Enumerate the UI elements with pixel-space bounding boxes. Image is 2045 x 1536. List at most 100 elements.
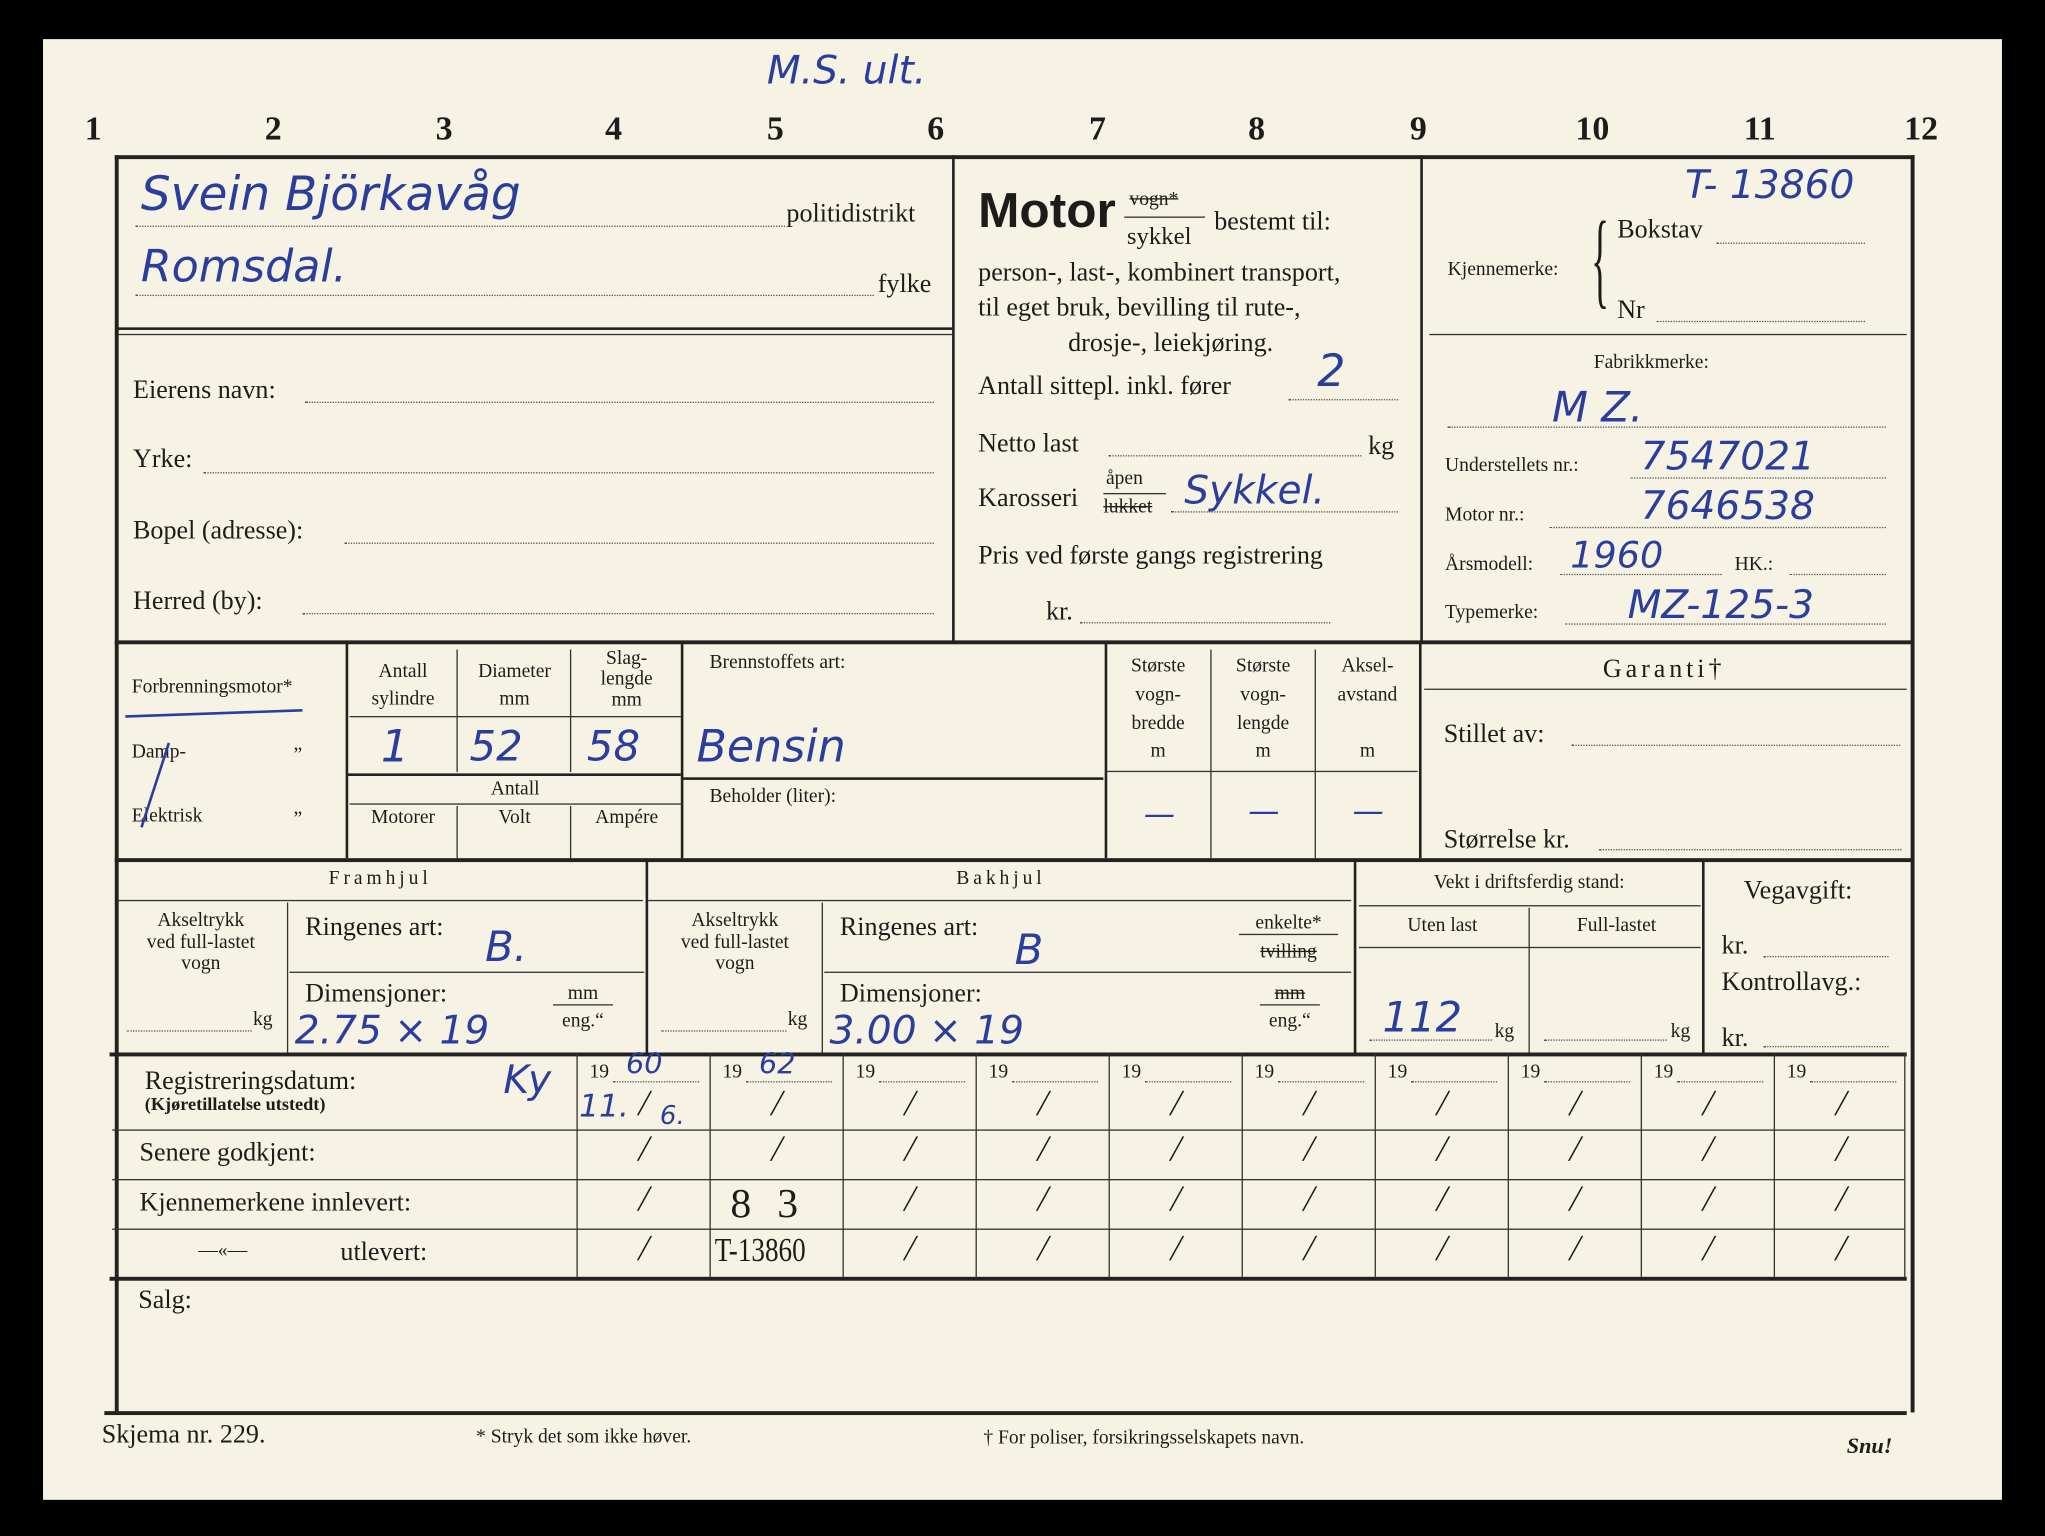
municipality-field[interactable]: [302, 612, 934, 615]
year-field[interactable]: [612, 1081, 700, 1083]
divider: [569, 805, 572, 859]
max-length-value: —: [1248, 792, 1280, 830]
front-dim-label: Dimensjoner:: [305, 979, 448, 1009]
year-label: Årsmodell:: [1445, 554, 1534, 576]
county-line: [135, 294, 874, 297]
column-number: 10: [1575, 109, 1610, 148]
ampere-label: Ampére: [595, 807, 659, 829]
guarantor-field[interactable]: [1571, 744, 1901, 747]
column-number: 9: [1409, 109, 1427, 148]
column-divider: [1507, 1053, 1509, 1277]
divider: [109, 1052, 1907, 1057]
rear-mm-struck: mm: [1259, 984, 1320, 1006]
divider: [680, 641, 684, 859]
sykkel-label: sykkel: [1126, 223, 1192, 251]
address-label: Bopel (adresse):: [133, 516, 304, 546]
divider: [112, 1129, 1905, 1131]
divider: [112, 1228, 1905, 1230]
issued-plate-value: T-13860: [714, 1231, 806, 1269]
plates-returned-label: Kjennemerkene innlevert:: [139, 1188, 412, 1217]
road-tax-field[interactable]: [1763, 955, 1889, 958]
full-kg: kg: [1670, 1021, 1691, 1043]
engine-no-value: 7646538: [1640, 483, 1815, 530]
control-fee-field[interactable]: [1763, 1045, 1889, 1048]
divider: [345, 641, 349, 859]
cylinders-header-line: Antall: [378, 661, 428, 683]
guarantor-label: Stillet av:: [1443, 719, 1545, 749]
divider: [952, 155, 955, 642]
divider: [456, 649, 458, 773]
column-number: 6: [927, 109, 945, 148]
year-field[interactable]: [1544, 1081, 1631, 1083]
price-field[interactable]: [1079, 622, 1331, 624]
header-line: vogn-: [1240, 684, 1286, 706]
hp-field[interactable]: [1789, 573, 1886, 576]
year-field[interactable]: [1810, 1081, 1897, 1083]
header-line: Akseltrykk: [691, 910, 779, 932]
frame-top: [114, 155, 1915, 160]
ditto-mark: —«—: [198, 1240, 248, 1262]
empty-weight-field[interactable]: [1369, 1039, 1493, 1041]
year-field[interactable]: [1559, 573, 1722, 576]
front-axle-load-field[interactable]: [126, 1030, 252, 1032]
sale-label: Salg:: [138, 1285, 192, 1315]
volt-label: Volt: [498, 807, 531, 829]
seats-label: Antall sittepl. inkl. fører: [978, 371, 1231, 401]
header-line: Akseltrykk: [157, 910, 245, 932]
year-field[interactable]: [746, 1081, 833, 1083]
column-divider: [1640, 1053, 1642, 1277]
header-line: avstand: [1337, 684, 1398, 706]
year-field[interactable]: [1012, 1081, 1099, 1083]
bokstav-field[interactable]: [1716, 242, 1866, 244]
nr-field[interactable]: [1656, 320, 1866, 323]
chassis-field[interactable]: [1630, 477, 1886, 479]
divider: [645, 860, 649, 1054]
year-field[interactable]: [1278, 1081, 1365, 1083]
fraction-line: [1103, 492, 1166, 495]
header-line: bredde: [1131, 712, 1185, 734]
column-number: 2: [264, 109, 282, 148]
address-field[interactable]: [344, 542, 934, 544]
divider: [569, 649, 572, 773]
year-field[interactable]: [1677, 1081, 1764, 1083]
fraction-line: [1124, 216, 1206, 218]
engine-no-field[interactable]: [1549, 526, 1886, 529]
rear-dim-label: Dimensjoner:: [839, 979, 982, 1009]
district-value: Svein Björkavåg: [140, 168, 521, 222]
seats-field[interactable]: [1288, 399, 1399, 401]
header-line: ved full-lastet: [680, 931, 789, 953]
municipality-label: Herred (by):: [133, 586, 263, 616]
type-field[interactable]: [1565, 623, 1886, 625]
divider: [289, 971, 645, 973]
occupation-field[interactable]: [203, 472, 934, 474]
divider: [1358, 946, 1701, 949]
county-value: Romsdal.: [140, 241, 347, 294]
stroke-value: 58: [586, 721, 640, 771]
empty-kg: kg: [1494, 1021, 1515, 1043]
max-width-header: Største vogn-bredde m: [1106, 653, 1210, 766]
guarantee-size-field[interactable]: [1598, 849, 1902, 851]
month-value: 6.: [659, 1099, 685, 1131]
front-rings-value: B.: [485, 922, 528, 972]
body-field[interactable]: [1171, 511, 1399, 513]
control-fee-kr: kr.: [1721, 1023, 1749, 1053]
make-field[interactable]: [1447, 426, 1886, 428]
plates-issued-label: utlevert:: [340, 1237, 428, 1267]
frame-bottom: [104, 1411, 1907, 1416]
road-tax-label: Vegavgift:: [1743, 876, 1853, 906]
owner-name-field[interactable]: [305, 401, 934, 403]
weight-title: Vekt i driftsferdig stand:: [1433, 872, 1625, 894]
year-field[interactable]: [1145, 1081, 1232, 1083]
net-load-field[interactable]: [1108, 455, 1362, 457]
rear-axle-load-field[interactable]: [661, 1030, 787, 1032]
net-load-label: Netto last: [978, 429, 1079, 458]
approved-label: Senere godkjent:: [139, 1138, 316, 1168]
divider: [349, 803, 681, 805]
year-field[interactable]: [879, 1081, 966, 1083]
divider: [824, 971, 1352, 973]
full-weight-field[interactable]: [1544, 1039, 1667, 1041]
rear-axle-load-header: Akseltrykk ved full-lastet vogn: [648, 910, 821, 975]
divider: [1353, 860, 1357, 1054]
stroke-header: Slag-lengde mm: [573, 648, 681, 711]
year-field[interactable]: [1411, 1081, 1498, 1083]
